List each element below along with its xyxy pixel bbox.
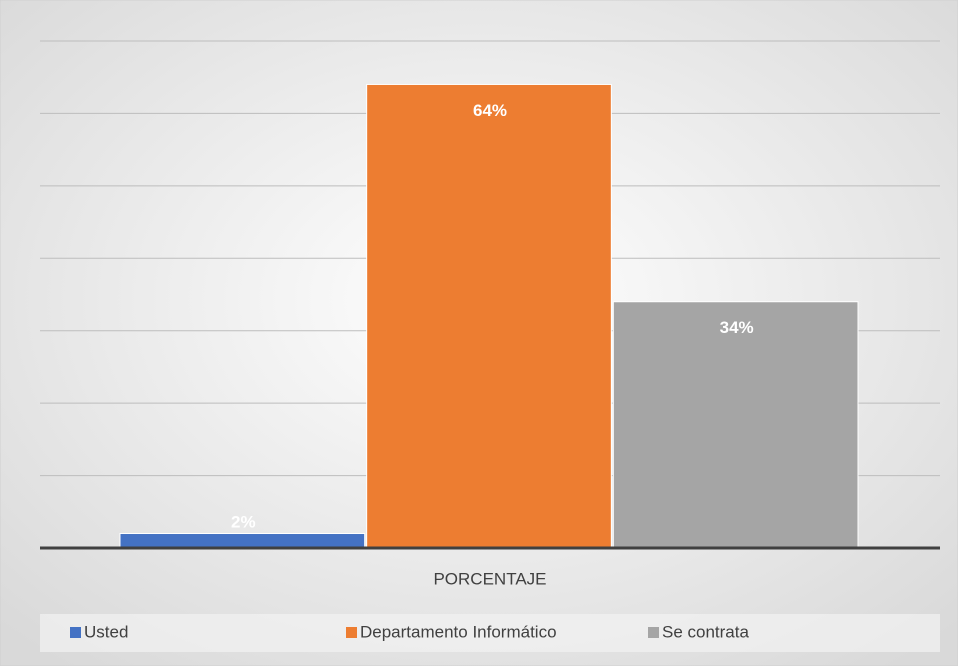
legend-label: Usted xyxy=(84,622,128,641)
data-label: 34% xyxy=(720,318,754,337)
legend-swatch xyxy=(70,627,81,638)
bar xyxy=(366,83,612,549)
legend-swatch xyxy=(346,627,357,638)
x-tick-label: PORCENTAJE xyxy=(433,569,546,588)
legend-swatch xyxy=(648,627,659,638)
legend-background xyxy=(40,614,940,652)
legend-label: Departamento Informático xyxy=(360,622,557,641)
bar xyxy=(612,301,859,549)
data-label: 2% xyxy=(231,512,256,531)
data-label: 64% xyxy=(473,101,507,120)
bar xyxy=(119,533,366,549)
legend-label: Se contrata xyxy=(662,622,749,641)
